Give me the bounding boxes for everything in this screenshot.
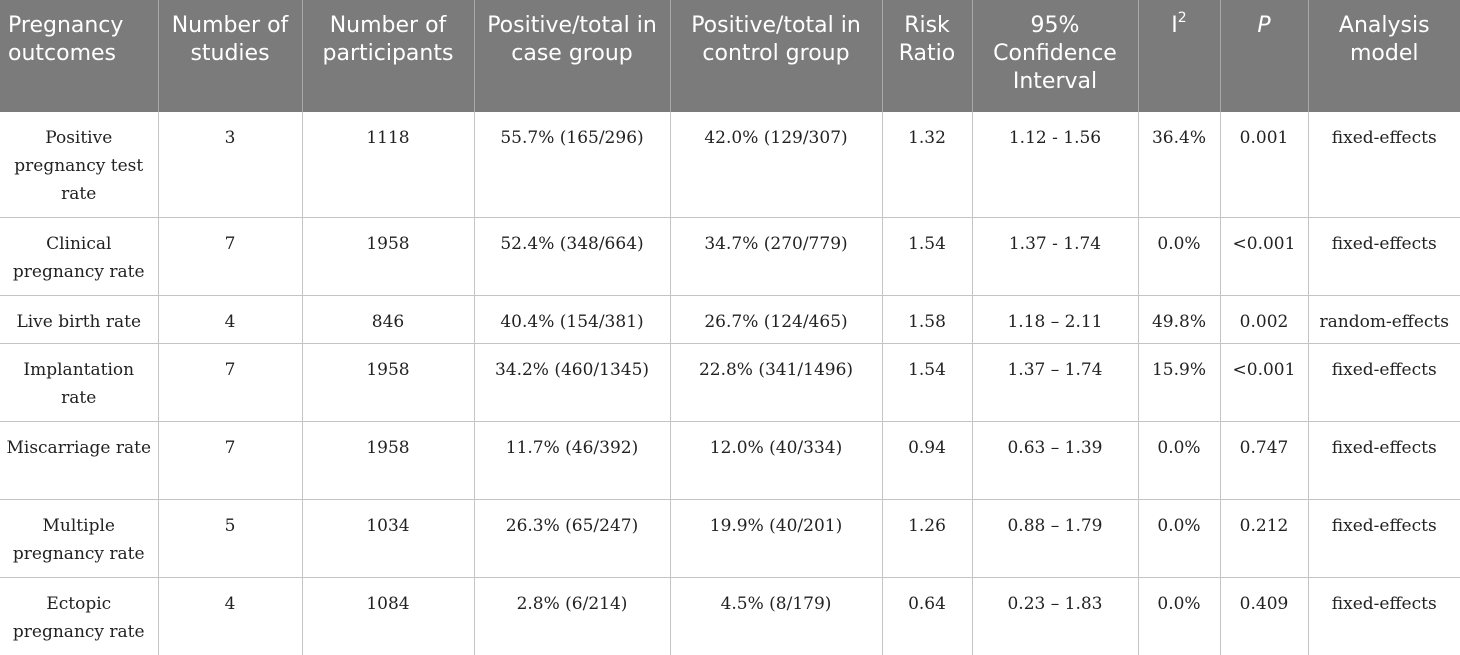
- cell-case: 40.4% (154/381): [474, 295, 671, 344]
- cell-case: 11.7% (46/392): [474, 421, 671, 500]
- cell-ci: 0.88 – 1.79: [972, 499, 1139, 578]
- cell-risk-ratio: 0.94: [882, 421, 973, 500]
- cell-participants: 1118: [302, 112, 475, 218]
- header-studies: Number of studies: [158, 0, 303, 112]
- header-control-group: Positive/total in control group: [670, 0, 883, 112]
- cell-control: 34.7% (270/779): [670, 217, 883, 296]
- cell-i2: 49.8%: [1138, 295, 1221, 344]
- cell-i2: 36.4%: [1138, 112, 1221, 218]
- cell-risk-ratio: 0.64: [882, 577, 973, 655]
- cell-i2: 0.0%: [1138, 217, 1221, 296]
- header-outcomes: Pregnancy outcomes: [0, 0, 159, 112]
- cell-model: fixed-effects: [1331, 593, 1437, 614]
- cell-ci: 1.37 - 1.74: [972, 217, 1139, 296]
- cell-outcome: Ectopic pregnancy rate: [0, 577, 159, 655]
- cell-studies: 4: [158, 577, 303, 655]
- cell-model: fixed-effects: [1308, 421, 1460, 500]
- cell-risk-ratio: 1.54: [882, 217, 973, 296]
- cell-p: 0.747: [1220, 421, 1309, 500]
- header-ci: 95% Confidence Interval: [972, 0, 1139, 112]
- cell-participants: 1958: [302, 421, 475, 500]
- cell-model: fixed-effects: [1308, 343, 1460, 422]
- cell-i2: 0.0%: [1138, 577, 1221, 655]
- cell-studies: 5: [158, 499, 303, 578]
- cell-risk-ratio: 1.54: [882, 343, 973, 422]
- table-header: Pregnancy outcomes Number of studies Num…: [0, 0, 1460, 112]
- table-row: Clinical pregnancy rate 7 1958 52.4% (34…: [0, 217, 1460, 296]
- table-row: Ectopic pregnancy rate 4 1084 2.8% (6/21…: [0, 577, 1460, 655]
- cell-studies: 3: [158, 112, 303, 218]
- cell-control: 19.9% (40/201): [670, 499, 883, 578]
- cell-control: 22.8% (341/1496): [670, 343, 883, 422]
- cell-p: 0.409: [1220, 577, 1309, 655]
- cell-case: 52.4% (348/664): [474, 217, 671, 296]
- table-body: Positive pregnancy test rate 3 1118 55.7…: [0, 112, 1460, 655]
- header-row: Pregnancy outcomes Number of studies Num…: [0, 0, 1460, 112]
- cell-model: fixed-effects: [1308, 112, 1460, 218]
- cell-risk-ratio: 1.32: [882, 112, 973, 218]
- cell-studies: 7: [158, 421, 303, 500]
- cell-studies: 7: [158, 217, 303, 296]
- cell-studies: 7: [158, 343, 303, 422]
- cell-participants: 1958: [302, 217, 475, 296]
- header-p-label: P: [1257, 13, 1271, 38]
- header-i2: I2: [1138, 0, 1221, 112]
- cell-outcome: Implantation rate: [0, 343, 159, 422]
- table-row: Miscarriage rate 7 1958 11.7% (46/392) 1…: [0, 421, 1460, 500]
- cell-participants: 1034: [302, 499, 475, 578]
- cell-outcome: Multiple pregnancy rate: [0, 499, 159, 578]
- header-i2-base: I: [1171, 13, 1178, 38]
- cell-case: 2.8% (6/214): [474, 577, 671, 655]
- table-row: Multiple pregnancy rate 5 1034 26.3% (65…: [0, 499, 1460, 578]
- cell-outcome: Positive pregnancy test rate: [0, 112, 159, 218]
- table-row: Implantation rate 7 1958 34.2% (460/1345…: [0, 343, 1460, 422]
- cell-outcome: Miscarriage rate: [0, 421, 159, 500]
- cell-studies: 4: [158, 295, 303, 344]
- cell-model: random-effects: [1308, 295, 1460, 344]
- table-row: Live birth rate 4 846 40.4% (154/381) 26…: [0, 295, 1460, 344]
- cell-i2: 0.0%: [1138, 421, 1221, 500]
- cell-control: 42.0% (129/307): [670, 112, 883, 218]
- cell-ci: 0.63 – 1.39: [972, 421, 1139, 500]
- cell-risk-ratio: 1.58: [882, 295, 973, 344]
- cell-model: fixed-effects: [1308, 217, 1460, 296]
- cell-ci: 1.12 - 1.56: [972, 112, 1139, 218]
- cell-control: 26.7% (124/465): [670, 295, 883, 344]
- cell-p: <0.001: [1220, 343, 1309, 422]
- cell-risk-ratio: 1.26: [882, 499, 973, 578]
- cell-control: 4.5% (8/179): [670, 577, 883, 655]
- table-row: Positive pregnancy test rate 3 1118 55.7…: [0, 112, 1460, 218]
- header-risk-ratio: Risk Ratio: [882, 0, 973, 112]
- cell-participants: 1084: [302, 577, 475, 655]
- header-model: Analysis model: [1308, 0, 1460, 112]
- cell-i2: 0.0%: [1138, 499, 1221, 578]
- cell-ci: 1.37 – 1.74: [972, 343, 1139, 422]
- cell-case: 26.3% (65/247): [474, 499, 671, 578]
- cell-p: 0.212: [1220, 499, 1309, 578]
- cell-i2: 15.9%: [1138, 343, 1221, 422]
- cell-case: 55.7% (165/296): [474, 112, 671, 218]
- cell-ci: 0.23 – 1.83: [972, 577, 1139, 655]
- header-participants: Number of participants: [302, 0, 475, 112]
- cell-case: 34.2% (460/1345): [474, 343, 671, 422]
- cell-p: 0.001: [1220, 112, 1309, 218]
- cell-ci: 1.18 – 2.11: [972, 295, 1139, 344]
- header-case-group: Positive/total in case group: [474, 0, 671, 112]
- header-p: P: [1220, 0, 1309, 112]
- cell-model: fixed-effects: [1308, 499, 1460, 578]
- cell-control: 12.0% (40/334): [670, 421, 883, 500]
- cell-participants: 846: [302, 295, 475, 344]
- cell-outcome: Clinical pregnancy rate: [0, 217, 159, 296]
- cell-participants: 1958: [302, 343, 475, 422]
- header-i2-sup: 2: [1177, 9, 1187, 26]
- cell-outcome: Live birth rate: [0, 295, 159, 344]
- cell-p: <0.001: [1220, 217, 1309, 296]
- cell-p: 0.002: [1220, 295, 1309, 344]
